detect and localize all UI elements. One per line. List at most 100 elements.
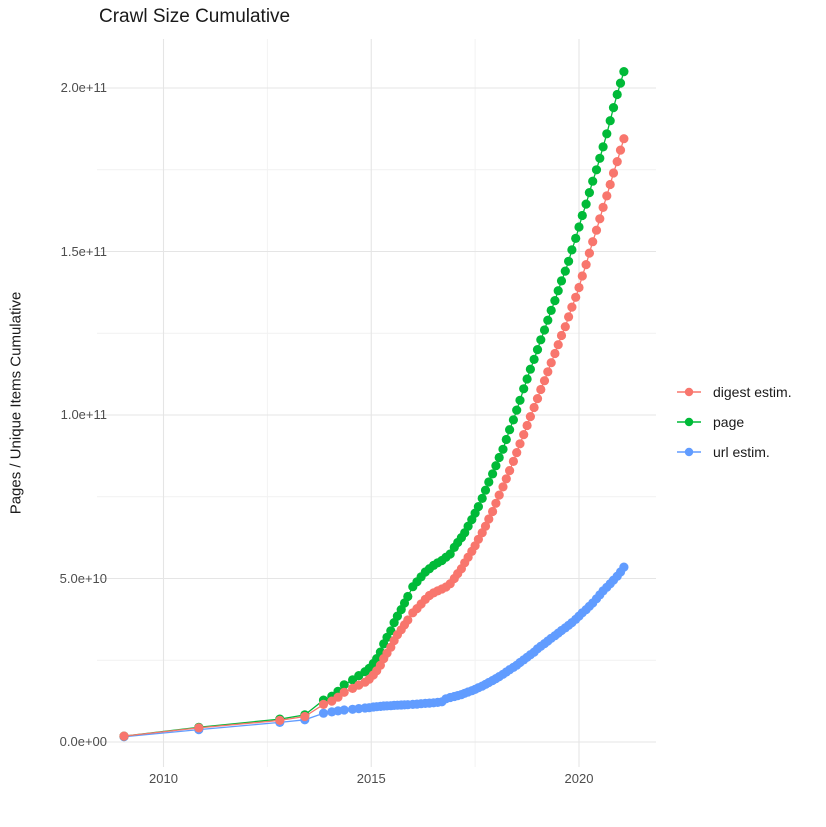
data-point [612,89,622,100]
data-point [595,153,605,163]
data-point [584,248,595,258]
data-point [608,168,619,178]
x-tick-label: 2015 [356,771,386,786]
data-point [584,188,595,198]
legend-key-page-icon [677,417,701,427]
data-point [119,731,129,741]
data-point [522,420,532,431]
data-point [491,461,501,471]
data-point [615,78,626,88]
data-point [564,256,574,266]
data-point [339,705,349,715]
legend: digest estim. page url estim. [676,377,792,467]
data-point [605,179,615,190]
data-point [577,271,587,281]
data-point [556,330,567,341]
data-point [550,296,560,306]
data-point [543,315,553,325]
data-point [619,67,629,77]
x-tick-label: 2010 [149,771,178,786]
data-point [484,514,494,524]
data-point [581,260,591,270]
data-point [318,708,329,718]
data-point [539,376,550,386]
data-point [525,364,536,374]
data-point [498,482,508,492]
data-point [488,469,498,479]
data-point [318,699,329,710]
data-point [519,430,529,440]
data-point [619,562,629,572]
data-point [519,384,529,394]
data-point [512,448,522,458]
data-point [339,687,349,697]
y-axis-title: Pages / Unique Items Cumulative [7,291,25,515]
data-point [532,394,543,404]
data-point [532,345,543,355]
data-point [591,225,602,235]
data-point [543,367,553,377]
data-point [275,715,285,726]
data-point [598,202,608,212]
data-point [484,477,494,487]
data-point [494,452,504,463]
legend-key-url-icon [677,447,701,457]
y-tick-label: 5.0e+10 [59,570,107,586]
chart-title: Crawl Size Cumulative [99,6,291,27]
data-point [546,358,556,368]
data-point [505,425,515,435]
data-point [477,493,487,503]
data-point [505,466,515,476]
data-point [619,134,629,144]
data-point [539,325,550,335]
data-point [194,723,204,733]
data-point [560,266,570,276]
data-point [602,191,612,201]
data-point [498,444,508,454]
data-point [508,456,518,466]
legend-item-digest: digest estim. [676,377,792,407]
data-point [473,502,483,512]
legend-label-page: page [713,414,745,430]
data-point [480,521,491,531]
data-point [480,485,491,495]
data-point [445,549,455,559]
data-point [571,292,581,302]
data-point [529,402,539,413]
data-point [488,506,498,517]
y-tick-label: 1.0e+11 [60,407,107,422]
data-point [608,103,619,113]
series-line-digestestim [123,138,625,737]
data-point [560,322,570,332]
data-point [501,474,511,484]
data-point [494,490,504,500]
legend-key-digest-icon [677,387,701,397]
data-point [515,395,525,405]
legend-label-digest: digest estim. [713,384,792,400]
data-point [536,335,546,345]
legend-label-url: url estim. [713,444,770,460]
data-point [403,615,413,625]
data-point [567,302,577,312]
data-point [491,498,501,508]
data-point [595,214,605,224]
data-point [615,145,626,155]
legend-item-page: page [676,407,792,437]
data-point [556,276,567,286]
data-point [553,286,563,296]
data-point [553,340,563,350]
data-point [501,434,511,445]
data-point [529,354,539,364]
data-point [339,680,349,690]
data-point [581,199,591,209]
data-point [333,692,343,702]
x-tick-label: 2020 [564,771,594,786]
data-point [536,384,546,395]
data-point [546,305,556,315]
data-point [508,415,518,425]
data-point [574,282,584,293]
data-point [612,157,622,167]
data-point [602,129,612,139]
data-point [574,222,584,232]
